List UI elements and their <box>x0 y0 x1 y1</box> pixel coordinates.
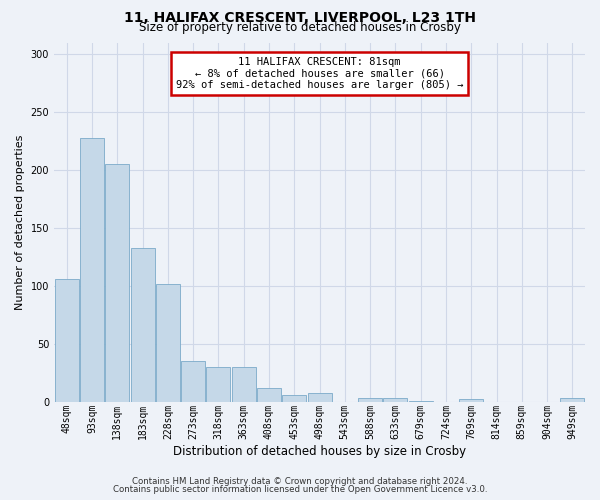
Text: 11 HALIFAX CRESCENT: 81sqm
← 8% of detached houses are smaller (66)
92% of semi-: 11 HALIFAX CRESCENT: 81sqm ← 8% of detac… <box>176 57 463 90</box>
Bar <box>181 360 205 403</box>
Text: 11, HALIFAX CRESCENT, LIVERPOOL, L23 1TH: 11, HALIFAX CRESCENT, LIVERPOOL, L23 1TH <box>124 11 476 25</box>
Bar <box>358 398 382 402</box>
Bar <box>308 393 332 402</box>
Bar <box>105 164 129 402</box>
Bar <box>383 398 407 402</box>
Y-axis label: Number of detached properties: Number of detached properties <box>15 134 25 310</box>
Bar <box>206 368 230 402</box>
Bar <box>282 396 306 402</box>
Bar <box>560 398 584 402</box>
Bar <box>156 284 180 403</box>
Bar <box>131 248 155 402</box>
Bar <box>409 401 433 402</box>
X-axis label: Distribution of detached houses by size in Crosby: Distribution of detached houses by size … <box>173 444 466 458</box>
Bar <box>80 138 104 402</box>
Bar <box>232 368 256 402</box>
Text: Contains HM Land Registry data © Crown copyright and database right 2024.: Contains HM Land Registry data © Crown c… <box>132 477 468 486</box>
Text: Size of property relative to detached houses in Crosby: Size of property relative to detached ho… <box>139 22 461 35</box>
Text: Contains public sector information licensed under the Open Government Licence v3: Contains public sector information licen… <box>113 485 487 494</box>
Bar <box>459 399 483 402</box>
Bar <box>55 280 79 402</box>
Bar <box>257 388 281 402</box>
